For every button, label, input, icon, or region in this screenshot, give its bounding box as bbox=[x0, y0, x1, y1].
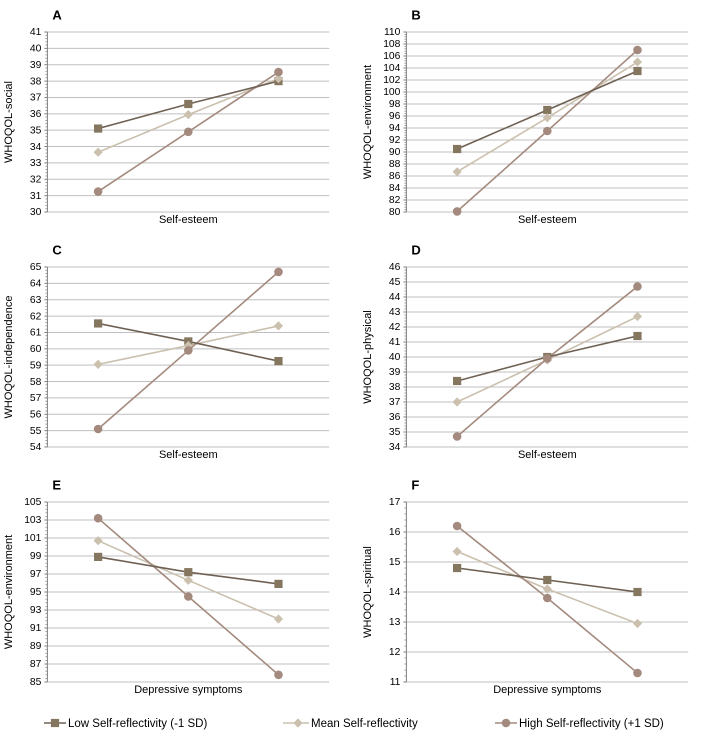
svg-text:15: 15 bbox=[389, 557, 401, 568]
svg-text:Low Self-reflectivity (-1 SD): Low Self-reflectivity (-1 SD) bbox=[68, 718, 207, 730]
svg-text:64: 64 bbox=[30, 279, 42, 290]
svg-text:55: 55 bbox=[30, 426, 42, 437]
svg-text:63: 63 bbox=[30, 295, 42, 306]
svg-text:Depressive symptoms: Depressive symptoms bbox=[493, 684, 602, 696]
svg-text:108: 108 bbox=[383, 39, 400, 50]
svg-text:95: 95 bbox=[30, 587, 42, 598]
svg-text:14: 14 bbox=[389, 587, 401, 598]
svg-text:35: 35 bbox=[30, 125, 42, 136]
svg-text:92: 92 bbox=[389, 135, 401, 146]
svg-text:90: 90 bbox=[389, 147, 401, 158]
svg-text:34: 34 bbox=[389, 442, 401, 453]
svg-text:38: 38 bbox=[30, 76, 42, 87]
svg-text:Mean Self-reflectivity: Mean Self-reflectivity bbox=[311, 718, 418, 730]
svg-text:38: 38 bbox=[389, 382, 401, 393]
svg-text:WHOQOL-independence: WHOQOL-independence bbox=[3, 296, 15, 419]
svg-text:98: 98 bbox=[389, 99, 401, 110]
svg-text:42: 42 bbox=[389, 322, 401, 333]
svg-text:A: A bbox=[52, 8, 62, 23]
svg-text:101: 101 bbox=[24, 533, 41, 544]
svg-text:17: 17 bbox=[389, 497, 401, 508]
svg-text:34: 34 bbox=[30, 142, 42, 153]
svg-text:44: 44 bbox=[389, 292, 401, 303]
svg-text:C: C bbox=[52, 243, 62, 258]
svg-text:88: 88 bbox=[389, 159, 401, 170]
svg-text:105: 105 bbox=[24, 497, 41, 508]
svg-text:37: 37 bbox=[389, 397, 401, 408]
svg-text:54: 54 bbox=[30, 442, 42, 453]
svg-text:100: 100 bbox=[383, 87, 400, 98]
svg-text:Depressive symptoms: Depressive symptoms bbox=[134, 684, 243, 696]
svg-text:39: 39 bbox=[30, 60, 42, 71]
svg-text:Self-esteem: Self-esteem bbox=[159, 214, 218, 226]
svg-text:40: 40 bbox=[30, 44, 42, 55]
svg-text:39: 39 bbox=[389, 367, 401, 378]
svg-text:WHOQOL-environment: WHOQOL-environment bbox=[362, 65, 374, 179]
svg-text:B: B bbox=[411, 8, 420, 23]
svg-text:87: 87 bbox=[30, 659, 42, 670]
svg-text:46: 46 bbox=[389, 262, 401, 273]
svg-text:D: D bbox=[411, 243, 420, 258]
svg-text:56: 56 bbox=[30, 409, 42, 420]
svg-text:96: 96 bbox=[389, 111, 401, 122]
svg-text:36: 36 bbox=[30, 109, 42, 120]
svg-text:97: 97 bbox=[30, 569, 42, 580]
svg-text:94: 94 bbox=[389, 123, 401, 134]
svg-text:89: 89 bbox=[30, 641, 42, 652]
svg-text:62: 62 bbox=[30, 311, 42, 322]
svg-text:57: 57 bbox=[30, 393, 42, 404]
svg-text:WHOQOL-environment: WHOQOL-environment bbox=[3, 535, 15, 649]
svg-text:WHOQOL-physical: WHOQOL-physical bbox=[362, 310, 374, 404]
svg-text:40: 40 bbox=[389, 352, 401, 363]
svg-text:41: 41 bbox=[389, 337, 401, 348]
svg-text:High Self-reflectivity (+1 SD): High Self-reflectivity (+1 SD) bbox=[519, 718, 664, 730]
svg-text:41: 41 bbox=[30, 27, 42, 38]
svg-text:45: 45 bbox=[389, 277, 401, 288]
svg-text:13: 13 bbox=[389, 617, 401, 628]
svg-text:84: 84 bbox=[389, 183, 401, 194]
svg-text:60: 60 bbox=[30, 344, 42, 355]
svg-text:110: 110 bbox=[384, 27, 401, 38]
svg-text:59: 59 bbox=[30, 360, 42, 371]
svg-text:E: E bbox=[52, 478, 61, 493]
svg-text:Self-esteem: Self-esteem bbox=[159, 449, 218, 461]
svg-text:103: 103 bbox=[24, 515, 41, 526]
svg-text:F: F bbox=[411, 478, 419, 493]
svg-text:102: 102 bbox=[383, 75, 400, 86]
svg-text:Self-esteem: Self-esteem bbox=[518, 214, 577, 226]
svg-text:32: 32 bbox=[30, 174, 42, 185]
svg-text:58: 58 bbox=[30, 377, 42, 388]
svg-text:16: 16 bbox=[389, 527, 401, 538]
svg-text:99: 99 bbox=[30, 551, 42, 562]
svg-text:WHOQOL-social: WHOQOL-social bbox=[3, 81, 15, 163]
svg-text:WHOQOL-spiritual: WHOQOL-spiritual bbox=[362, 546, 374, 638]
svg-text:80: 80 bbox=[389, 207, 401, 218]
svg-text:11: 11 bbox=[390, 677, 401, 688]
svg-text:33: 33 bbox=[30, 158, 42, 169]
svg-text:106: 106 bbox=[383, 51, 400, 62]
svg-text:91: 91 bbox=[30, 623, 42, 634]
svg-text:65: 65 bbox=[30, 262, 42, 273]
svg-text:93: 93 bbox=[30, 605, 42, 616]
svg-text:86: 86 bbox=[389, 171, 401, 182]
svg-text:30: 30 bbox=[30, 207, 42, 218]
svg-text:82: 82 bbox=[389, 195, 401, 206]
svg-text:Self-esteem: Self-esteem bbox=[518, 449, 577, 461]
svg-text:85: 85 bbox=[30, 677, 42, 688]
svg-text:31: 31 bbox=[30, 191, 42, 202]
svg-text:35: 35 bbox=[389, 427, 401, 438]
svg-text:12: 12 bbox=[389, 647, 401, 658]
svg-text:43: 43 bbox=[389, 307, 401, 318]
svg-text:37: 37 bbox=[30, 93, 42, 104]
svg-text:36: 36 bbox=[389, 412, 401, 423]
svg-text:104: 104 bbox=[383, 63, 400, 74]
svg-text:61: 61 bbox=[30, 328, 42, 339]
